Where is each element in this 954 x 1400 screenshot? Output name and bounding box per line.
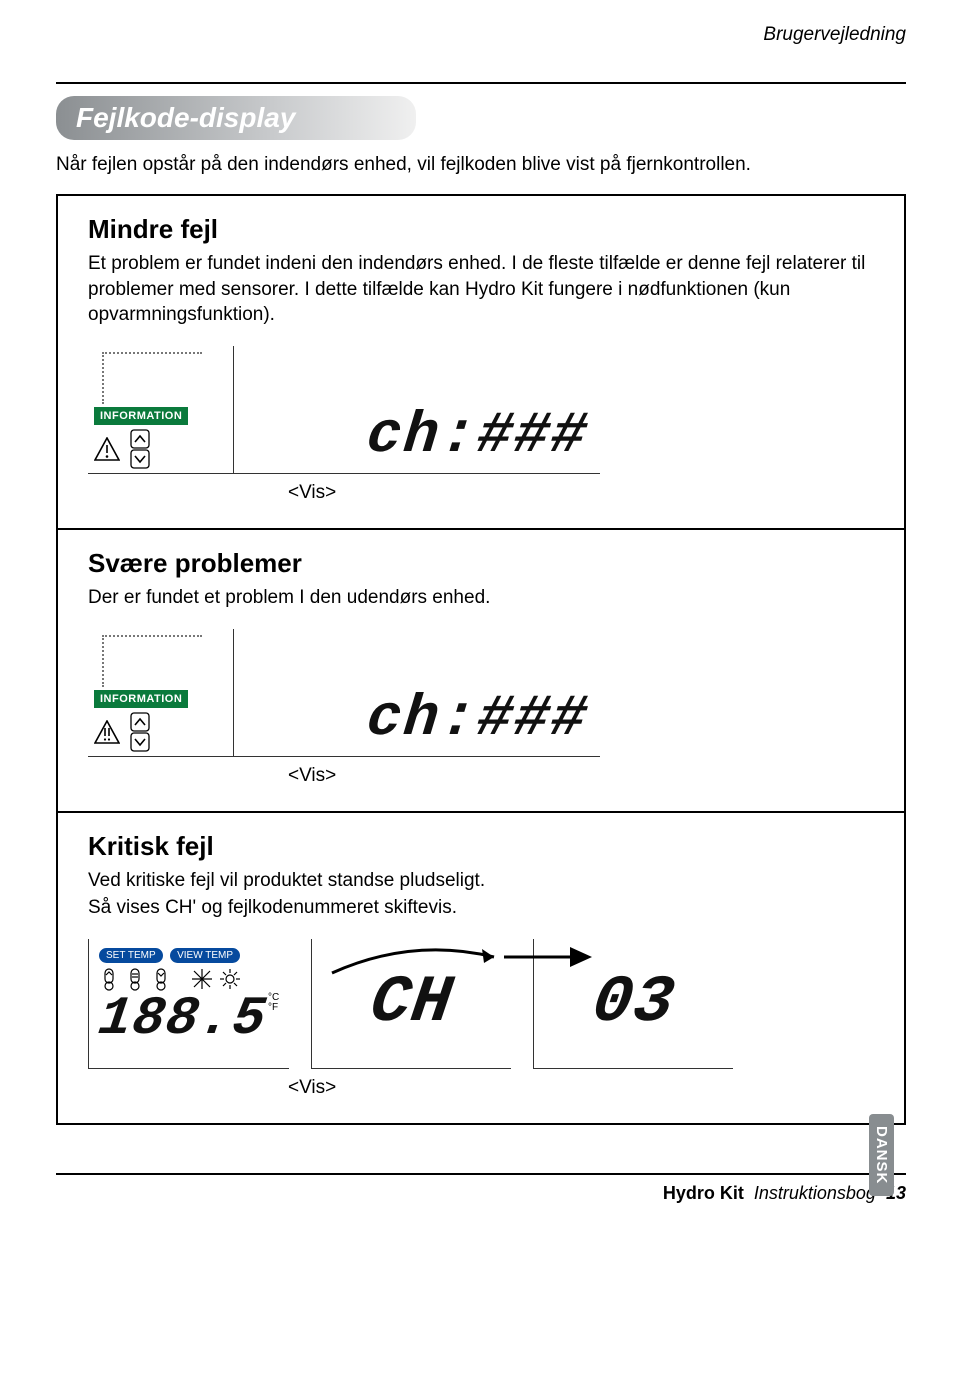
doc-type-header: Brugervejledning — [56, 24, 906, 46]
minor-lcd-row: INFORMATION — [88, 346, 600, 473]
temp-units: °C °F — [268, 993, 279, 1013]
information-badge: INFORMATION — [94, 690, 188, 708]
code-display: 03 — [589, 970, 679, 1036]
minor-error-code: ch:### — [364, 404, 592, 469]
minor-vis-label: <Vis> — [288, 482, 874, 504]
unit-f: °F — [268, 1003, 279, 1013]
minor-lcd-left: INFORMATION — [88, 346, 234, 473]
minor-body-text: Et problem er fundet indeni den indendør… — [88, 253, 865, 325]
critical-body1: Ved kritiske fejl vil produktet standse … — [88, 868, 874, 894]
critical-panels-row: SET TEMP VIEW TEMP 188.5 °C — [88, 939, 874, 1069]
thermo-down-icon — [151, 967, 171, 991]
thermo-equal-icon — [125, 967, 145, 991]
critical-panel-code: 03 — [533, 939, 733, 1069]
critical-vis-label: <Vis> — [288, 1077, 874, 1099]
severe-body: Der er fundet et problem I den udendørs … — [88, 585, 874, 611]
up-down-arrows-icon — [130, 712, 150, 752]
section-minor: Mindre fejl Et problem er fundet indeni … — [58, 196, 904, 528]
critical-title: Kritisk fejl — [88, 831, 874, 862]
view-temp-pill: VIEW TEMP — [170, 948, 240, 963]
severe-vis-label: <Vis> — [288, 765, 874, 787]
section-severe: Svære problemer Der er fundet et problem… — [58, 528, 904, 811]
language-tab: DANSK — [869, 1114, 894, 1196]
content-box: Mindre fejl Et problem er fundet indeni … — [56, 194, 906, 1125]
set-temp-pill: SET TEMP — [99, 948, 163, 963]
header-rule — [56, 82, 906, 84]
severe-lcd-right: ch:### — [234, 646, 600, 756]
footer-book: Instruktionsbog — [754, 1183, 876, 1203]
minor-title: Mindre fejl — [88, 214, 874, 245]
ch-display: CH — [367, 970, 457, 1036]
minor-body: Et problem er fundet indeni den indendør… — [88, 251, 874, 328]
footer-brand: Hydro Kit — [663, 1183, 744, 1203]
up-down-arrows-icon — [130, 429, 150, 469]
critical-panel-temp: SET TEMP VIEW TEMP 188.5 °C — [88, 939, 289, 1069]
thermo-up-icon — [99, 967, 119, 991]
dotted-border-icon — [102, 635, 202, 687]
banner-title: Fejlkode-display — [76, 102, 396, 134]
sun-icon — [219, 968, 241, 990]
critical-panel-ch: CH — [311, 939, 511, 1069]
severe-lcd-left: INFORMATION — [88, 629, 234, 756]
temp-value-display: 188.5 — [95, 993, 270, 1047]
straight-arrow-icon — [504, 943, 594, 971]
severe-lcd-underline: INFORMATION — [88, 629, 600, 757]
critical-body2: Så vises CH' og fejlkodenummeret skiftev… — [88, 895, 874, 921]
dotted-border-icon — [102, 352, 202, 404]
severe-error-code: ch:### — [364, 687, 592, 752]
information-badge: INFORMATION — [94, 407, 188, 425]
section-critical: Kritisk fejl Ved kritiske fejl vil produ… — [58, 811, 904, 1123]
severe-title: Svære problemer — [88, 548, 874, 579]
severe-lcd-row: INFORMATION — [88, 629, 600, 756]
page-footer: Hydro Kit Instruktionsbog 13 — [56, 1173, 906, 1204]
mode-icons-row — [99, 967, 279, 991]
warning-icon — [94, 437, 120, 461]
minor-lcd-underline: INFORMATION — [88, 346, 600, 474]
minor-lcd-right: ch:### — [234, 363, 600, 473]
warning-double-icon — [94, 720, 120, 744]
snowflake-icon — [191, 968, 213, 990]
section-banner: Fejlkode-display — [56, 96, 416, 140]
intro-text: Når fejlen opstår på den indendørs enhed… — [56, 154, 906, 176]
